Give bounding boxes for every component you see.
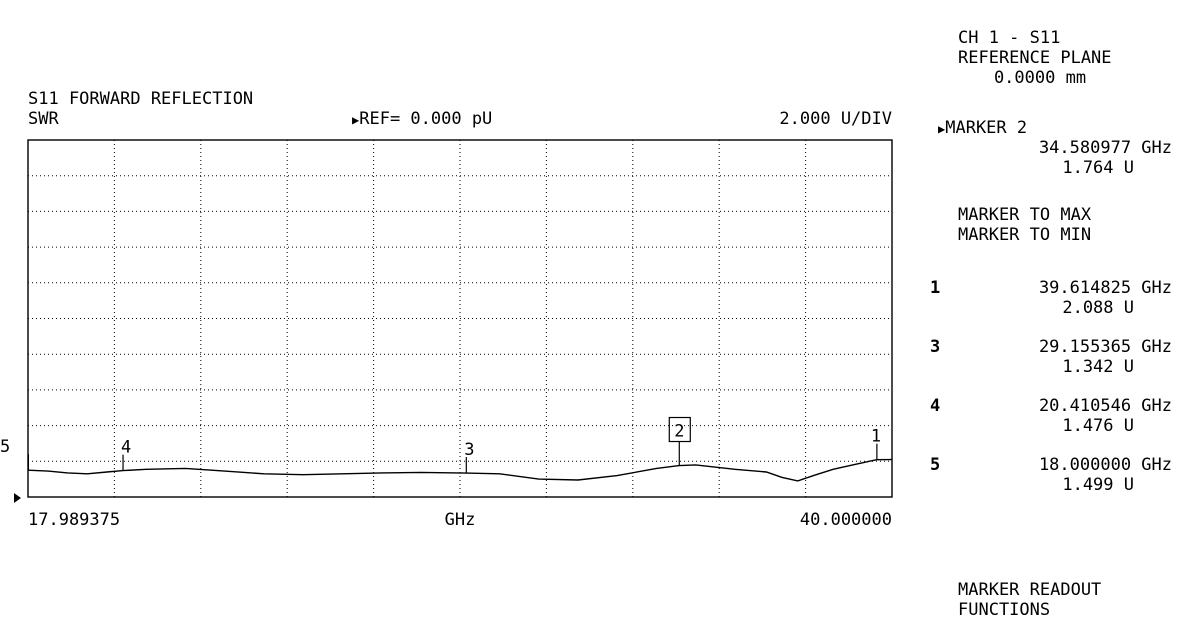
marker-4-frequency: 20.410546 GHz: [1038, 396, 1172, 416]
marker-1-label: 1: [871, 427, 881, 447]
marker-3-value: 1.342 U: [1062, 357, 1134, 377]
active-marker-frequency: 34.580977 GHz: [1038, 138, 1172, 158]
marker-3-frequency: 29.155365 GHz: [1038, 337, 1172, 357]
active-marker-2-softkey[interactable]: ▶MARKER 2: [938, 118, 1027, 139]
measurement-title: S11 FORWARD REFLECTION: [28, 89, 254, 109]
display-format: SWR: [28, 109, 59, 129]
active-marker-label: MARKER 2: [945, 118, 1028, 138]
active-marker-arrow-icon: ▶: [938, 122, 946, 136]
graticule-grid: [28, 140, 892, 497]
active-marker-value: 1.764 U: [1062, 158, 1134, 178]
marker-5: 5: [0, 437, 30, 471]
x-stop-frequency: 40.000000: [799, 510, 892, 530]
marker-readout-functions-softkey[interactable]: MARKER READOUT FUNCTIONS: [958, 580, 1102, 620]
channel-parameter: CH 1 - S11: [958, 28, 1061, 48]
swr-trace: [27, 458, 893, 482]
marker-5-label: 5: [0, 437, 10, 457]
marker-1-frequency: 39.614825 GHz: [1038, 278, 1172, 298]
reference-text: REF= 0.000 pU: [359, 109, 493, 129]
reference-position-arrow: [14, 493, 21, 503]
marker-5-value: 1.499 U: [1062, 475, 1134, 495]
marker-5-frequency: 18.000000 GHz: [1038, 455, 1172, 475]
marker-3: 3: [464, 440, 475, 474]
marker-4-number: 4: [930, 396, 941, 416]
marker-1-number: 1: [930, 278, 941, 298]
x-start-frequency: 17.989375: [28, 510, 121, 530]
marker-1: 1: [871, 427, 881, 460]
marker-3-label: 3: [464, 440, 474, 460]
marker-4-label: 4: [121, 438, 131, 458]
marker-2-active-box: [668, 416, 691, 443]
marker-4-value: 1.476 U: [1062, 416, 1134, 436]
marker-to-min-softkey[interactable]: MARKER TO MIN: [958, 225, 1092, 245]
marker-2: 2: [668, 416, 691, 466]
marker-1-value: 2.088 U: [1062, 298, 1134, 318]
marker-group: 1 2 3 4 5: [0, 416, 881, 474]
marker-to-max-softkey[interactable]: MARKER TO MAX: [958, 205, 1092, 225]
scale-per-division: 2.000 U/DIV: [779, 109, 892, 129]
reference-plane-value: 0.0000 mm: [993, 68, 1087, 88]
reference-value: ▶REF= 0.000 pU: [352, 109, 492, 130]
reference-plane-label: REFERENCE PLANE: [958, 48, 1112, 68]
marker-3-number: 3: [930, 337, 941, 357]
marker-2-label: 2: [674, 422, 684, 442]
reference-arrow-icon: ▶: [352, 113, 360, 127]
marker-5-number: 5: [930, 455, 941, 475]
marker-4: 4: [121, 438, 131, 471]
x-axis-unit: GHz: [444, 510, 476, 530]
